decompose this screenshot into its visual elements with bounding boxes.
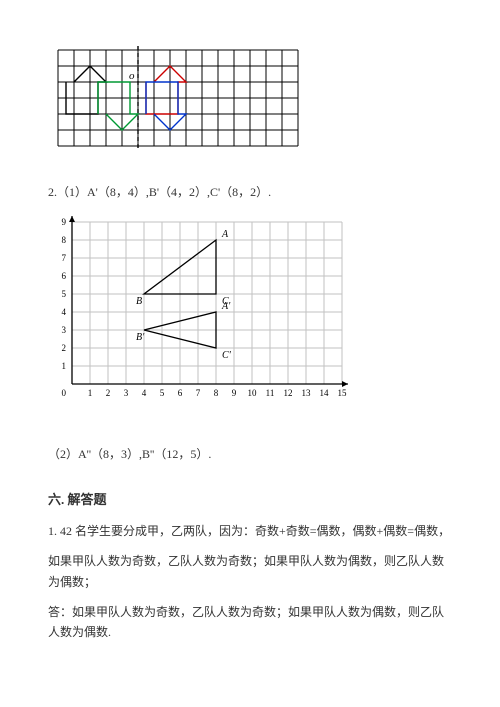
- svg-text:5: 5: [62, 289, 67, 299]
- svg-text:8: 8: [214, 388, 219, 398]
- svg-text:o: o: [129, 70, 135, 82]
- svg-text:B': B': [136, 332, 145, 343]
- svg-text:14: 14: [320, 388, 330, 398]
- q1-answer: 答：如果甲队人数为奇数，乙队人数为奇数；如果甲队人数为偶数，则乙队人数为偶数.: [48, 602, 452, 643]
- svg-text:10: 10: [248, 388, 258, 398]
- svg-text:A: A: [221, 229, 229, 240]
- svg-text:1: 1: [88, 388, 93, 398]
- svg-text:9: 9: [62, 217, 67, 227]
- svg-text:0: 0: [62, 388, 67, 398]
- answer-2-2: （2）A''（8，3）,B''（12，5）.: [48, 444, 452, 464]
- svg-text:3: 3: [124, 388, 129, 398]
- svg-text:6: 6: [178, 388, 183, 398]
- section-6-title: 六. 解答题: [48, 489, 452, 511]
- svg-text:2: 2: [106, 388, 111, 398]
- svg-text:B: B: [136, 296, 142, 307]
- svg-text:8: 8: [62, 235, 67, 245]
- answer-2-1: 2.（1）A'（8，4）,B'（4，2）,C'（8，2）.: [48, 182, 452, 202]
- svg-text:4: 4: [142, 388, 147, 398]
- svg-text:9: 9: [232, 388, 237, 398]
- q1-lead: 1. 42 名学生要分成甲，乙两队，因为：奇数+奇数=偶数，偶数+偶数=偶数，: [48, 521, 452, 541]
- svg-text:C': C': [222, 350, 232, 361]
- svg-text:13: 13: [302, 388, 312, 398]
- svg-text:15: 15: [338, 388, 348, 398]
- svg-text:3: 3: [62, 325, 67, 335]
- figure-2-container: 1234567891011121314151234567890BCAB'C'A': [48, 212, 452, 422]
- svg-text:7: 7: [196, 388, 201, 398]
- svg-text:7: 7: [62, 253, 67, 263]
- svg-text:5: 5: [160, 388, 165, 398]
- figure-1-container: o: [48, 40, 452, 160]
- q1-condition: 如果甲队人数为奇数，乙队人数为奇数；如果甲队人数为偶数，则乙队人数为偶数；: [48, 551, 452, 592]
- svg-text:2: 2: [62, 343, 67, 353]
- svg-text:4: 4: [62, 307, 67, 317]
- svg-text:1: 1: [62, 361, 67, 371]
- svg-text:11: 11: [266, 388, 275, 398]
- figure-2-svg: 1234567891011121314151234567890BCAB'C'A': [48, 212, 358, 422]
- svg-text:A': A': [221, 301, 231, 312]
- svg-text:12: 12: [284, 388, 293, 398]
- figure-1-svg: o: [48, 40, 308, 160]
- svg-text:6: 6: [62, 271, 67, 281]
